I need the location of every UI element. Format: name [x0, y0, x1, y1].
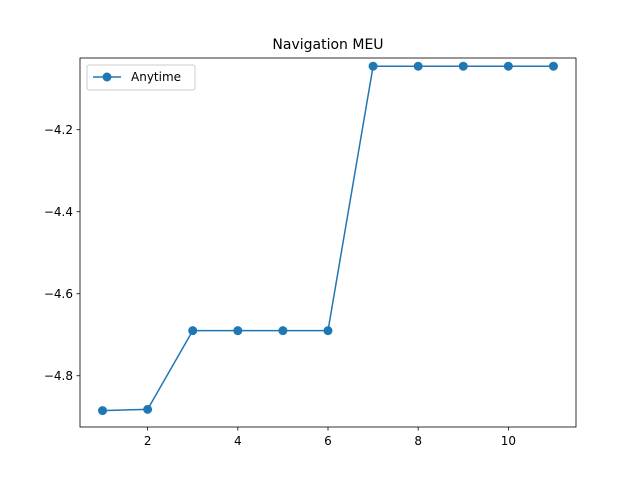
- data-point: [458, 61, 468, 71]
- legend-marker-anytime: [102, 72, 112, 82]
- series-layer: [98, 61, 558, 416]
- chart-title: Navigation MEU: [272, 37, 383, 53]
- legend-label-anytime: Anytime: [131, 70, 181, 84]
- plot-area: [80, 58, 576, 427]
- x-tick-label: 4: [234, 434, 242, 448]
- data-point: [323, 326, 333, 336]
- legend: Anytime: [86, 64, 196, 91]
- y-tick-label: −4.8: [44, 369, 73, 383]
- x-tick-label: 6: [324, 434, 332, 448]
- data-point: [368, 61, 378, 71]
- x-tick-label: 2: [144, 434, 152, 448]
- data-point: [233, 326, 243, 336]
- plot-frame: [79, 57, 577, 428]
- data-point: [188, 326, 198, 336]
- data-point: [503, 61, 513, 71]
- y-tick-label: −4.2: [44, 123, 73, 137]
- data-point: [413, 61, 423, 71]
- data-point: [278, 326, 288, 336]
- y-tick-label: −4.4: [44, 205, 73, 219]
- legend-box: [86, 64, 196, 91]
- x-tick-label: 8: [414, 434, 422, 448]
- axis-ticks: 2 4 6 8 10 −4.8 −4.6 −4.4 −4.2: [44, 123, 516, 448]
- data-point: [143, 404, 153, 414]
- data-point: [548, 61, 558, 71]
- data-point: [98, 406, 108, 416]
- y-tick-label: −4.6: [44, 287, 73, 301]
- x-tick-label: 10: [501, 434, 516, 448]
